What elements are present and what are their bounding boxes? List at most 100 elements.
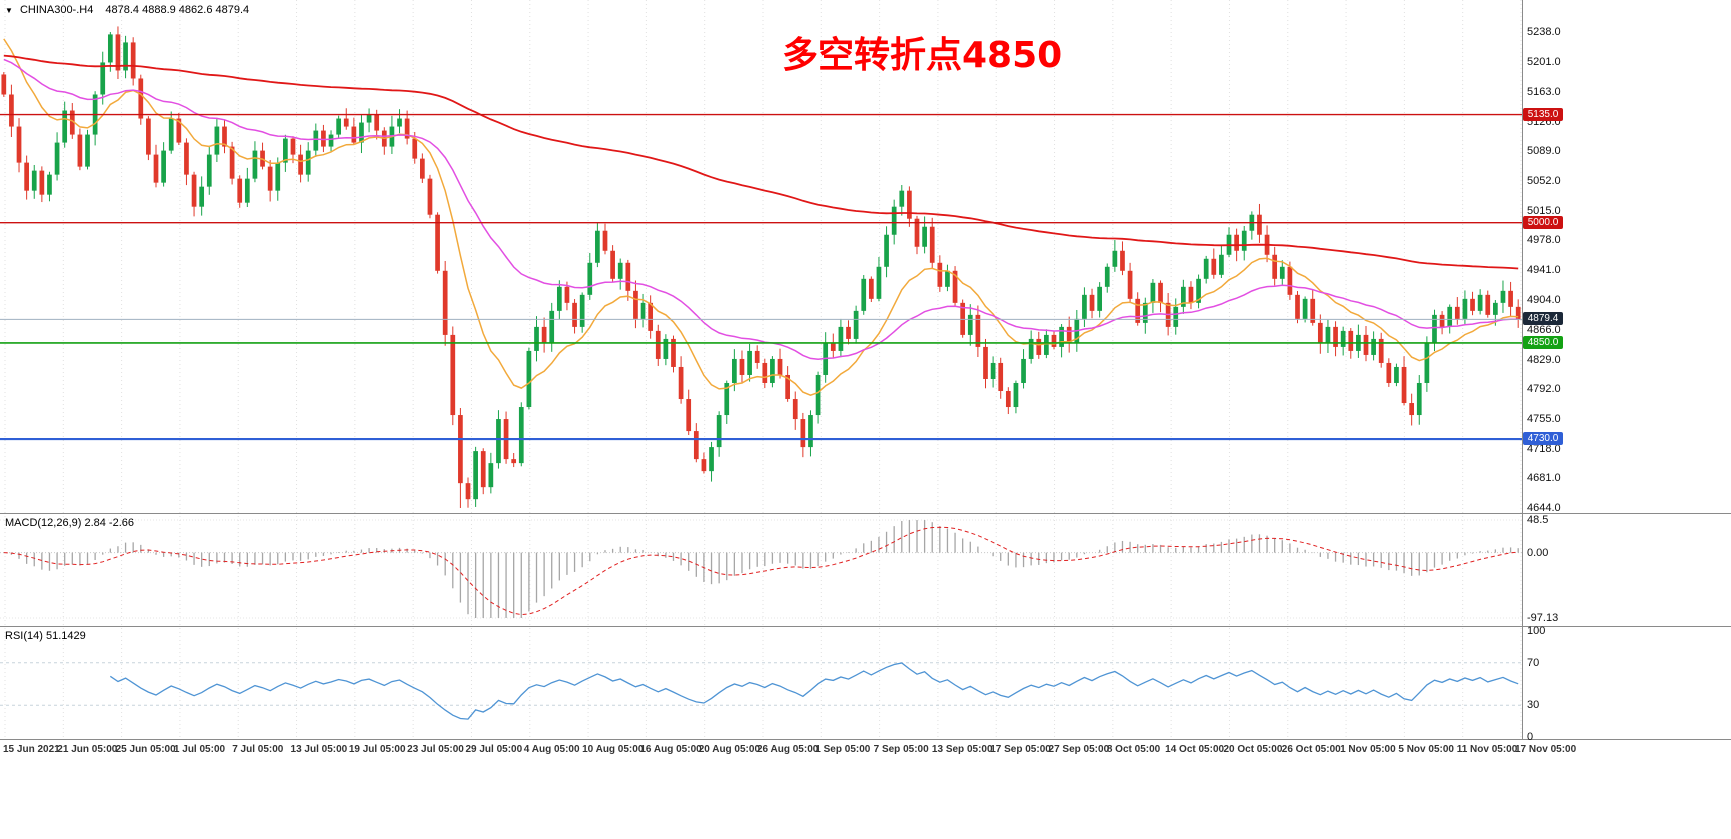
price-tick-label: 4718.0 xyxy=(1527,442,1561,455)
candle-body xyxy=(579,294,585,327)
candle-body xyxy=(1173,306,1179,327)
candle-body xyxy=(229,146,235,179)
candle-body xyxy=(1089,294,1095,311)
macd-axis-label: -97.13 xyxy=(1527,612,1559,624)
candle-body xyxy=(237,178,243,203)
candle-body xyxy=(351,126,357,143)
candle-body xyxy=(488,463,494,488)
price-tick-label: 4941.0 xyxy=(1527,264,1561,276)
candle-body xyxy=(518,407,524,464)
candle-body xyxy=(184,142,189,175)
ma-line-fast xyxy=(3,38,1519,397)
time-axis[interactable]: 15 Jun 2021 21 Jun 05:00 25 Jun 05:00 1 Jul… xyxy=(0,739,1731,769)
price-tick-label: 4978.0 xyxy=(1527,234,1561,247)
candle-body xyxy=(633,290,638,319)
candle-body xyxy=(929,226,935,263)
candle-body xyxy=(85,134,90,167)
candle-body xyxy=(671,338,676,367)
candle-body xyxy=(891,206,897,235)
candle-body xyxy=(24,162,29,191)
candle-body xyxy=(747,350,752,375)
candle-body xyxy=(176,118,182,143)
candle-body xyxy=(1462,298,1468,319)
time-axis-label: 19 Jul 05:00 xyxy=(348,744,406,755)
candle-body xyxy=(1447,306,1453,327)
candle-body xyxy=(1424,342,1430,383)
annotation-text[interactable]: 多空转折点4850 xyxy=(782,35,1063,76)
rsi-axis-label: 30 xyxy=(1527,699,1540,712)
candle-body xyxy=(975,314,981,347)
time-axis-label: 26 Aug 05:00 xyxy=(757,744,819,755)
candle-body xyxy=(480,451,486,488)
candle-body xyxy=(602,230,608,251)
candle-body xyxy=(1386,362,1392,383)
candle-body xyxy=(1439,314,1445,327)
candle-body xyxy=(191,174,197,207)
candle-body xyxy=(1180,286,1186,307)
candle-body xyxy=(1287,266,1293,295)
price-badge-resistance-5000: 5000.0 xyxy=(1523,215,1563,229)
time-axis-label: 1 Nov 05:00 xyxy=(1340,744,1396,755)
price-badge-current: 4879.4 xyxy=(1523,312,1563,326)
candle-body xyxy=(168,118,174,151)
price-scale[interactable]: 5238.0 5201.0 5163.0 5126.0 5089.0 5052.0 5015… xyxy=(1522,0,1731,743)
candle-body xyxy=(1082,294,1087,319)
macd-axis-label: 48.5 xyxy=(1527,514,1549,526)
candle-body xyxy=(1104,266,1110,287)
candle-body xyxy=(945,270,950,287)
candle-body xyxy=(1142,302,1148,323)
candle-body xyxy=(54,142,60,175)
candle-body xyxy=(1279,266,1285,279)
candle-body xyxy=(914,218,920,247)
candle-body xyxy=(69,110,75,135)
candle-body xyxy=(16,126,22,163)
candle-body xyxy=(39,170,45,195)
ohlc-values: 4878.4 4888.9 4862.6 4879.4 xyxy=(105,4,250,16)
time-axis-label: 11 Nov 05:00 xyxy=(1456,744,1518,755)
candle-body xyxy=(366,114,372,123)
time-axis-label: 15 Jun 2021 xyxy=(3,744,60,755)
macd-label: MACD(12,26,9) 2.84 -2.66 xyxy=(5,517,135,529)
candle-body xyxy=(290,138,296,155)
candle-body xyxy=(427,178,433,215)
candle-body xyxy=(693,431,699,460)
time-axis-label: 23 Jul 05:00 xyxy=(407,744,464,755)
candle-body xyxy=(861,278,867,311)
candle-body xyxy=(800,419,806,448)
candle-body xyxy=(617,262,623,279)
candle-body xyxy=(62,110,68,143)
candle-body xyxy=(313,130,319,151)
candle-body xyxy=(785,374,790,400)
rsi-axis-label: 70 xyxy=(1527,656,1540,669)
symbol-title: ▼ CHINA300-.H4 4878.4 4888.9 4862.6 4879… xyxy=(5,4,249,16)
candle-body xyxy=(762,362,768,383)
time-axis-label: 8 Oct 05:00 xyxy=(1106,744,1161,755)
candle-body xyxy=(214,126,220,155)
candle-body xyxy=(983,346,988,379)
candle-body xyxy=(77,134,83,167)
candle-body xyxy=(267,166,273,191)
price-tick-label: 4681.0 xyxy=(1527,472,1561,485)
candle-body xyxy=(556,286,562,311)
candle-body xyxy=(252,150,258,179)
candle-body xyxy=(1059,326,1064,347)
time-axis-label: 5 Nov 05:00 xyxy=(1398,744,1454,755)
price-tick-label: 5089.0 xyxy=(1527,145,1561,158)
candle-body xyxy=(899,190,905,207)
price-tick-label: 4755.0 xyxy=(1527,413,1561,426)
ma-line-medium xyxy=(3,58,1519,360)
candle-body xyxy=(1241,230,1247,251)
candle-body xyxy=(404,118,410,139)
time-axis-label: 13 Jul 05:00 xyxy=(290,744,348,755)
candle-body xyxy=(343,118,349,127)
candle-body xyxy=(146,118,151,155)
time-axis-label: 14 Oct 05:00 xyxy=(1165,744,1225,755)
candle-body xyxy=(1317,322,1323,343)
candle-body xyxy=(1378,338,1384,363)
candle-body xyxy=(754,350,760,363)
candle-body xyxy=(1219,254,1224,275)
candle-body xyxy=(359,122,364,143)
candle-body xyxy=(709,447,714,472)
